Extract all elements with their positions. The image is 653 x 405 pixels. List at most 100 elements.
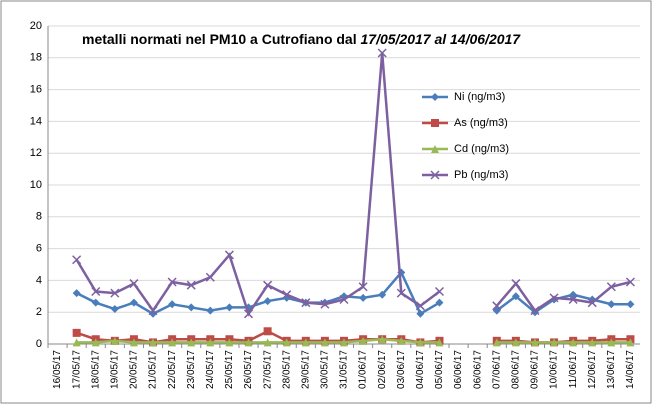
data-point <box>206 338 215 347</box>
data-point <box>378 335 387 344</box>
x-tick-label: 02/06/17 <box>377 350 388 389</box>
y-tick-label: 20 <box>30 20 42 32</box>
data-point <box>359 336 368 345</box>
data-point <box>91 286 101 297</box>
y-tick-label: 14 <box>30 115 42 127</box>
data-point <box>359 293 368 302</box>
title-dates: 17/05/2017 al 14/06/2017 <box>361 31 522 47</box>
x-tick-label: 19/05/17 <box>109 350 120 389</box>
x-tick-label: 17/05/17 <box>71 350 82 389</box>
x-tick-label: 22/05/17 <box>167 350 178 389</box>
legend-label: Ni (ng/m3) <box>454 91 505 103</box>
data-point <box>187 338 196 347</box>
data-point <box>167 277 177 287</box>
data-point <box>588 338 597 347</box>
data-point <box>320 299 330 309</box>
data-point <box>224 250 234 260</box>
x-tick-label: 03/06/17 <box>396 350 407 389</box>
data-point <box>206 306 215 315</box>
data-point <box>320 338 329 347</box>
data-point <box>431 93 439 101</box>
x-tick-label: 08/06/17 <box>511 350 522 389</box>
x-tick-label: 24/05/17 <box>205 350 216 389</box>
data-point <box>129 298 138 307</box>
y-tick-label: 0 <box>36 338 42 350</box>
data-point <box>263 297 272 306</box>
data-point <box>282 290 292 300</box>
data-point <box>168 338 177 347</box>
x-tick-label: 05/06/17 <box>434 350 445 389</box>
y-tick-label: 8 <box>36 211 42 223</box>
data-point <box>511 338 520 347</box>
x-tick-label: 11/06/17 <box>568 350 579 389</box>
data-point <box>186 280 196 290</box>
data-point <box>72 338 81 347</box>
data-point <box>587 298 597 308</box>
data-point <box>301 338 310 347</box>
data-point <box>301 298 311 308</box>
data-point <box>72 255 82 265</box>
data-point <box>607 300 616 309</box>
data-point <box>72 289 81 298</box>
data-point <box>110 336 119 345</box>
data-point <box>569 338 578 347</box>
x-tick-label: 10/06/17 <box>549 350 560 389</box>
y-tick-label: 16 <box>30 84 42 96</box>
data-point <box>415 301 425 311</box>
data-point <box>430 170 440 180</box>
data-point <box>187 303 196 312</box>
data-point <box>377 48 387 58</box>
data-point <box>244 338 253 347</box>
data-point <box>511 292 520 301</box>
x-tick-label: 21/05/17 <box>148 350 159 389</box>
series-line <box>76 337 631 344</box>
data-point <box>396 288 406 298</box>
data-point <box>378 290 387 299</box>
y-tick-label: 10 <box>30 179 42 191</box>
data-point <box>416 309 425 318</box>
data-point <box>607 338 616 347</box>
data-point <box>625 277 635 287</box>
data-point <box>550 338 559 347</box>
data-point <box>549 293 559 303</box>
y-tick-label: 2 <box>36 306 42 318</box>
data-point <box>511 279 521 289</box>
x-tick-label: 31/05/17 <box>339 350 350 389</box>
x-tick-label: 26/05/17 <box>243 350 254 389</box>
x-tick-label: 12/06/17 <box>587 350 598 389</box>
data-point <box>568 294 578 305</box>
x-tick-label: 09/06/17 <box>530 350 541 389</box>
data-point <box>606 282 616 292</box>
y-tick-label: 12 <box>30 147 42 159</box>
x-tick-label: 04/06/17 <box>415 350 426 389</box>
x-tick-label: 28/05/17 <box>281 350 292 389</box>
data-point <box>263 338 272 347</box>
chart-title: metalli normati nel PM10 a Cutrofiano da… <box>82 31 521 47</box>
data-point <box>110 288 120 298</box>
data-point <box>530 338 539 347</box>
x-tick-label: 16/05/17 <box>52 350 63 389</box>
legend-label: Cd (ng/m3) <box>454 143 509 155</box>
data-point <box>431 145 439 153</box>
data-point <box>149 338 158 347</box>
data-point <box>431 119 439 127</box>
data-point <box>397 336 406 345</box>
x-tick-label: 27/05/17 <box>262 350 273 389</box>
data-point <box>72 328 81 337</box>
data-point <box>168 300 177 309</box>
data-point <box>416 338 425 347</box>
x-tick-label: 13/06/17 <box>606 350 617 389</box>
legend-label: As (ng/m3) <box>454 117 508 129</box>
data-point <box>530 306 540 316</box>
data-point <box>492 338 501 347</box>
data-point <box>282 338 291 347</box>
data-point <box>129 279 139 289</box>
data-point <box>110 305 119 314</box>
data-point <box>339 294 349 305</box>
x-tick-label: 06/06/17 <box>453 350 464 389</box>
data-point <box>148 306 158 316</box>
x-tick-label: 14/06/17 <box>625 350 636 389</box>
data-point <box>225 303 234 312</box>
data-point <box>340 338 348 347</box>
